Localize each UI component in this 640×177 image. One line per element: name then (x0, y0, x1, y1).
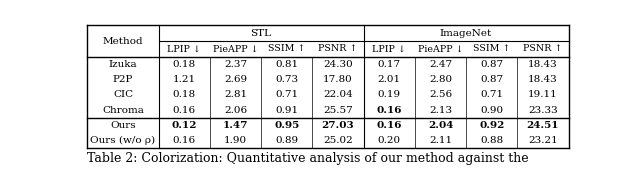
Text: 1.90: 1.90 (224, 136, 247, 145)
Text: SSIM ↑: SSIM ↑ (268, 44, 305, 53)
Text: 18.43: 18.43 (528, 60, 558, 69)
Text: 23.33: 23.33 (528, 106, 558, 115)
Text: Ours: Ours (110, 121, 136, 130)
Text: PieAPP ↓: PieAPP ↓ (418, 44, 463, 53)
Text: 0.73: 0.73 (275, 75, 298, 84)
Text: 0.87: 0.87 (480, 60, 503, 69)
Text: 19.11: 19.11 (528, 90, 558, 99)
Text: 0.20: 0.20 (378, 136, 401, 145)
Text: 24.51: 24.51 (527, 121, 559, 130)
Text: Method: Method (103, 36, 143, 45)
Text: 0.91: 0.91 (275, 106, 298, 115)
Text: 2.13: 2.13 (429, 106, 452, 115)
Text: 0.87: 0.87 (480, 75, 503, 84)
Text: 2.37: 2.37 (224, 60, 247, 69)
Text: STL: STL (251, 29, 271, 38)
Text: Izuka: Izuka (109, 60, 138, 69)
Text: 2.80: 2.80 (429, 75, 452, 84)
Text: 17.80: 17.80 (323, 75, 353, 84)
Text: 22.04: 22.04 (323, 90, 353, 99)
Text: 0.81: 0.81 (275, 60, 298, 69)
Text: 0.89: 0.89 (275, 136, 298, 145)
Text: Table 2: Colorization: Quantitative analysis of our method against the: Table 2: Colorization: Quantitative anal… (88, 152, 529, 165)
Text: 2.11: 2.11 (429, 136, 452, 145)
Text: 0.18: 0.18 (173, 60, 196, 69)
Text: 0.16: 0.16 (173, 106, 196, 115)
Text: Ours (w/o ρ): Ours (w/o ρ) (90, 136, 156, 145)
Text: 0.17: 0.17 (378, 60, 401, 69)
Text: 2.69: 2.69 (224, 75, 247, 84)
Text: P2P: P2P (113, 75, 133, 84)
Text: 1.47: 1.47 (223, 121, 248, 130)
Text: 2.47: 2.47 (429, 60, 452, 69)
Text: 2.04: 2.04 (428, 121, 453, 130)
Text: LPIP ↓: LPIP ↓ (167, 44, 201, 53)
Text: 18.43: 18.43 (528, 75, 558, 84)
Text: 27.03: 27.03 (322, 121, 355, 130)
Text: 0.71: 0.71 (480, 90, 503, 99)
Text: 0.16: 0.16 (376, 121, 402, 130)
Text: 25.02: 25.02 (323, 136, 353, 145)
Text: 0.12: 0.12 (172, 121, 197, 130)
Text: ImageNet: ImageNet (440, 29, 492, 38)
Text: PieAPP ↓: PieAPP ↓ (212, 44, 259, 53)
Text: CIC: CIC (113, 90, 133, 99)
Text: 1.21: 1.21 (173, 75, 196, 84)
Text: 23.21: 23.21 (528, 136, 558, 145)
Text: 0.19: 0.19 (378, 90, 401, 99)
Text: 2.81: 2.81 (224, 90, 247, 99)
Text: 0.16: 0.16 (376, 106, 402, 115)
Text: 0.18: 0.18 (173, 90, 196, 99)
Text: 0.71: 0.71 (275, 90, 298, 99)
Text: 0.92: 0.92 (479, 121, 504, 130)
Text: LPIP ↓: LPIP ↓ (372, 44, 406, 53)
Text: 2.56: 2.56 (429, 90, 452, 99)
Text: PSNR ↑: PSNR ↑ (524, 44, 563, 53)
Text: 0.88: 0.88 (480, 136, 503, 145)
Text: 2.06: 2.06 (224, 106, 247, 115)
Text: 0.16: 0.16 (173, 136, 196, 145)
Text: SSIM ↑: SSIM ↑ (473, 44, 510, 53)
Text: PSNR ↑: PSNR ↑ (318, 44, 358, 53)
Text: 24.30: 24.30 (323, 60, 353, 69)
Text: 2.01: 2.01 (378, 75, 401, 84)
Text: 0.95: 0.95 (274, 121, 300, 130)
Text: 0.90: 0.90 (480, 106, 503, 115)
Text: 25.57: 25.57 (323, 106, 353, 115)
Text: Chroma: Chroma (102, 106, 144, 115)
